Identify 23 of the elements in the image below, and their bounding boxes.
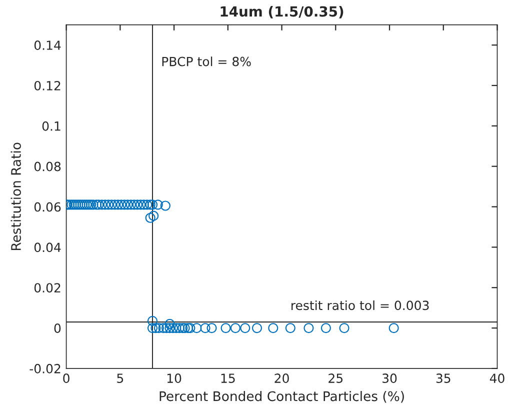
ref-line-label: PBCP tol = 8% bbox=[162, 56, 251, 66]
x-tick-label: 25 bbox=[328, 374, 343, 383]
ref-line-label: restit ratio tol = 0.003 bbox=[292, 300, 429, 310]
x-tick-label: 20 bbox=[274, 374, 289, 383]
y-tick-label: 0.12 bbox=[34, 80, 60, 90]
x-tick-label: 30 bbox=[382, 374, 397, 383]
y-tick-label: 0.1 bbox=[42, 121, 60, 131]
x-tick-label: 10 bbox=[167, 374, 182, 383]
y-tick-label: 0.02 bbox=[34, 283, 60, 293]
x-tick-label: 0 bbox=[63, 374, 70, 383]
y-axis-title: Restitution Ratio bbox=[10, 142, 21, 250]
x-tick-label: 15 bbox=[221, 374, 235, 383]
x-tick-label: 5 bbox=[117, 374, 124, 383]
y-tick-label: -0.02 bbox=[30, 364, 60, 374]
x-tick-label: 40 bbox=[490, 374, 504, 383]
y-tick-label: 0.04 bbox=[34, 242, 61, 252]
y-tick-label: 0.06 bbox=[34, 202, 61, 212]
y-tick-label: 0 bbox=[54, 324, 61, 333]
x-tick-label: 35 bbox=[436, 374, 450, 383]
y-tick-label: 0.14 bbox=[34, 40, 61, 50]
chart-title: 14um (1.5/0.35) bbox=[220, 6, 344, 18]
y-tick-label: 0.08 bbox=[34, 162, 61, 172]
x-axis-title: Percent Bonded Contact Particles (%) bbox=[160, 390, 404, 403]
